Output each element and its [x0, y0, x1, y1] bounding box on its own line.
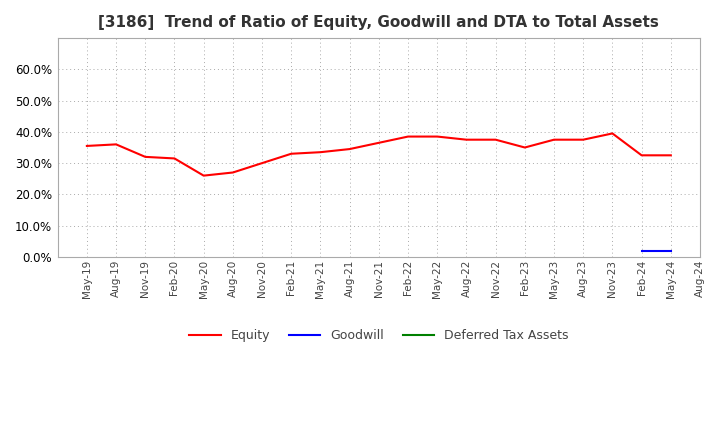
- Equity: [141, 154, 150, 160]
- Equity: [608, 131, 617, 136]
- Equity: [579, 137, 588, 142]
- Equity: [374, 140, 383, 146]
- Equity: [462, 137, 471, 142]
- Legend: Equity, Goodwill, Deferred Tax Assets: Equity, Goodwill, Deferred Tax Assets: [184, 324, 573, 348]
- Equity: [199, 173, 208, 178]
- Equity: [316, 150, 325, 155]
- Equity: [667, 153, 675, 158]
- Equity: [433, 134, 441, 139]
- Equity: [287, 151, 296, 156]
- Equity: [228, 170, 237, 175]
- Equity: [491, 137, 500, 142]
- Equity: [549, 137, 558, 142]
- Equity: [404, 134, 413, 139]
- Goodwill: [637, 248, 646, 253]
- Title: [3186]  Trend of Ratio of Equity, Goodwill and DTA to Total Assets: [3186] Trend of Ratio of Equity, Goodwil…: [99, 15, 660, 30]
- Equity: [346, 147, 354, 152]
- Equity: [258, 161, 266, 166]
- Equity: [170, 156, 179, 161]
- Equity: [83, 143, 91, 149]
- Equity: [521, 145, 529, 150]
- Line: Equity: Equity: [87, 133, 671, 176]
- Equity: [112, 142, 120, 147]
- Equity: [637, 153, 646, 158]
- Goodwill: [667, 248, 675, 253]
